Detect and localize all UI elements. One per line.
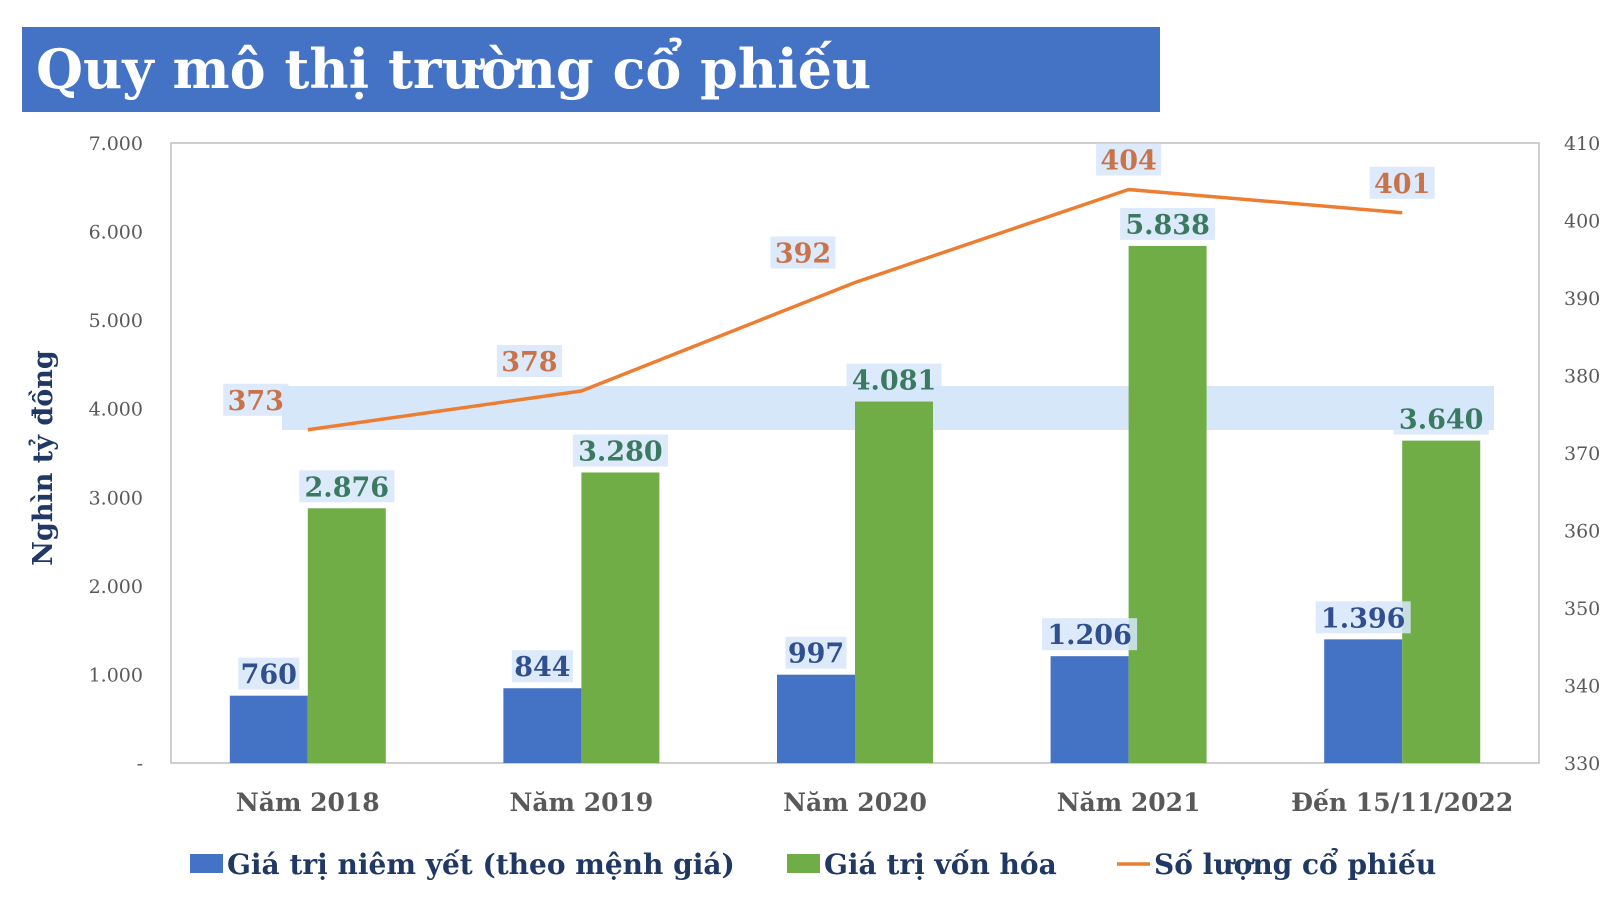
y-left-tick-2: 2.000 (89, 576, 143, 598)
data-label-so-luong-3: 404 (1100, 146, 1156, 177)
title-banner: Quy mô thị trường cổ phiếu (22, 27, 1160, 112)
data-label-von-hoa-4: 3.640 (1399, 405, 1484, 436)
y-left-tick-4: 4.000 (89, 399, 143, 421)
data-label-von-hoa-0: 2.876 (305, 472, 390, 503)
data-label-bg (1042, 618, 1138, 651)
y-left-tick-3: 3.000 (89, 487, 143, 509)
line-so-luong (307, 187, 1403, 432)
y-right-tick-7: 400 (1564, 211, 1600, 233)
data-label-bg (1120, 207, 1216, 240)
legend-label-2: Số lượng cổ phiếu (1154, 847, 1436, 881)
data-label-so-luong-4: 401 (1374, 169, 1430, 200)
data-label-bg (1369, 166, 1435, 199)
data-label-niem-yet-4: 1.396 (1321, 603, 1406, 634)
y-left-tick-6: 6.000 (89, 222, 143, 244)
data-label-so-luong-1: 378 (501, 347, 557, 378)
bar-von-hoa-0 (307, 508, 386, 763)
x-category-3: Năm 2021 (1057, 788, 1201, 817)
data-label-bg (223, 383, 289, 416)
data-label-niem-yet-2: 997 (788, 639, 844, 670)
y-left-tick-0: - (137, 753, 143, 775)
data-label-bg (1393, 402, 1489, 435)
bar-von-hoa-1 (581, 472, 660, 763)
y-axis-title: Nghìn tỷ đồng (27, 350, 59, 566)
bar-niem-yet-1 (503, 688, 582, 763)
data-label-bg (770, 236, 836, 269)
data-label-niem-yet-0: 760 (241, 660, 297, 691)
data-label-bg (496, 345, 562, 377)
data-label-bg (238, 657, 300, 690)
data-label-von-hoa-3: 5.838 (1125, 210, 1210, 241)
x-category-4: Đến 15/11/2022 (1291, 788, 1513, 817)
bar-niem-yet-4 (1324, 639, 1403, 763)
legend-label-1: Giá trị vốn hóa (824, 848, 1057, 881)
data-label-so-luong-0: 373 (228, 386, 284, 417)
legend-label-0: Giá trị niêm yết (theo mệnh giá) (227, 848, 735, 881)
bar-niem-yet-0 (229, 695, 308, 763)
data-label-bg (846, 363, 942, 396)
y-right-tick-3: 360 (1564, 521, 1600, 543)
data-label-so-luong-2: 392 (775, 239, 831, 270)
y-right-tick-1: 340 (1564, 676, 1600, 698)
y-right-tick-4: 370 (1564, 443, 1600, 465)
data-label-niem-yet-1: 844 (514, 652, 570, 683)
data-label-bg (299, 470, 395, 503)
bar-von-hoa-2 (855, 401, 933, 763)
x-category-2: Năm 2020 (783, 788, 927, 817)
y-right-tick-2: 350 (1564, 598, 1600, 620)
data-label-bg (785, 636, 847, 669)
data-label-bg (1096, 143, 1162, 176)
y-right-tick-5: 380 (1564, 366, 1600, 388)
x-category-0: Năm 2018 (236, 788, 380, 817)
bar-niem-yet-2 (777, 674, 855, 763)
y-right-tick-8: 410 (1564, 133, 1600, 155)
y-left-tick-1: 1.000 (89, 664, 143, 686)
y-left-tick-5: 5.000 (89, 310, 143, 332)
legend-swatch-1 (787, 854, 820, 873)
y-right-tick-0: 330 (1564, 753, 1600, 775)
x-category-1: Năm 2019 (510, 788, 654, 817)
data-label-niem-yet-3: 1.206 (1047, 620, 1132, 651)
legend-swatch-0 (190, 854, 223, 873)
bar-von-hoa-4 (1402, 440, 1481, 763)
y-left-tick-7: 7.000 (89, 133, 143, 155)
bar-niem-yet-3 (1050, 656, 1129, 763)
chart-title: Quy mô thị trường cổ phiếu (36, 37, 872, 101)
data-label-von-hoa-2: 4.081 (852, 366, 937, 397)
data-label-von-hoa-1: 3.280 (578, 436, 663, 467)
bar-von-hoa-3 (1128, 245, 1207, 764)
data-label-bg (572, 434, 668, 467)
data-label-bg (511, 650, 573, 683)
y-right-tick-6: 390 (1564, 288, 1600, 310)
data-label-bg (1315, 601, 1411, 634)
